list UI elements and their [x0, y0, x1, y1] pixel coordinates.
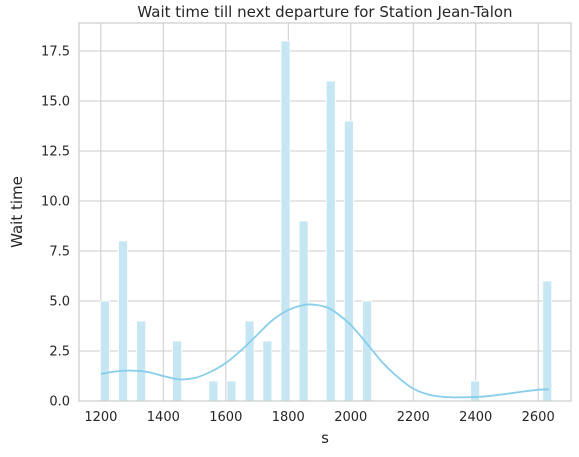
x-tick-label: 2200: [397, 410, 430, 425]
histogram-bar: [226, 380, 237, 402]
x-axis-label: s: [321, 429, 329, 447]
histogram-bar: [118, 240, 128, 402]
y-tick-label: 17.5: [41, 45, 70, 60]
histogram-bar: [362, 300, 372, 402]
plot-area: [78, 22, 572, 402]
histogram-bar: [280, 40, 291, 402]
y-tick-label: 5.0: [49, 295, 70, 310]
y-tick-label: 12.5: [41, 145, 70, 160]
plot-background: [79, 23, 571, 401]
x-axis-ticks: 1200 1400 1600 1800 2000 2200 2400 2600: [84, 410, 554, 425]
x-tick-label: 1800: [272, 410, 305, 425]
x-tick-label: 1200: [84, 410, 117, 425]
histogram-bar: [343, 120, 354, 402]
histogram-bar: [325, 80, 336, 402]
x-tick-label: 2000: [334, 410, 367, 425]
histogram-bar: [100, 300, 110, 402]
x-tick-label: 1600: [209, 410, 242, 425]
x-tick-label: 1400: [147, 410, 180, 425]
plot-frame: [78, 22, 572, 402]
y-grid: [79, 50, 571, 402]
histogram-bar: [172, 340, 183, 402]
chart-title: Wait time till next departure for Statio…: [137, 3, 512, 21]
x-tick-label: 2400: [459, 410, 492, 425]
y-axis-label: Wait time: [8, 176, 26, 248]
x-tick-label: 2600: [522, 410, 555, 425]
histogram-bar: [542, 280, 553, 402]
histogram-bar: [208, 380, 219, 402]
y-tick-label: 10.0: [41, 195, 70, 210]
histogram-bar: [298, 220, 309, 402]
histogram-bar: [244, 320, 255, 402]
y-tick-label: 7.5: [49, 245, 70, 260]
y-tick-label: 15.0: [41, 95, 70, 110]
y-tick-label: 0.0: [49, 395, 70, 410]
y-axis-ticks: 0.0 2.5 5.0 7.5 10.0 12.5 15.0 17.5: [41, 45, 70, 410]
histogram-bar: [136, 320, 147, 402]
y-tick-label: 2.5: [49, 345, 70, 360]
kde-curve: [100, 303, 550, 399]
histogram-bars: [100, 40, 553, 402]
histogram-bar: [262, 340, 273, 402]
